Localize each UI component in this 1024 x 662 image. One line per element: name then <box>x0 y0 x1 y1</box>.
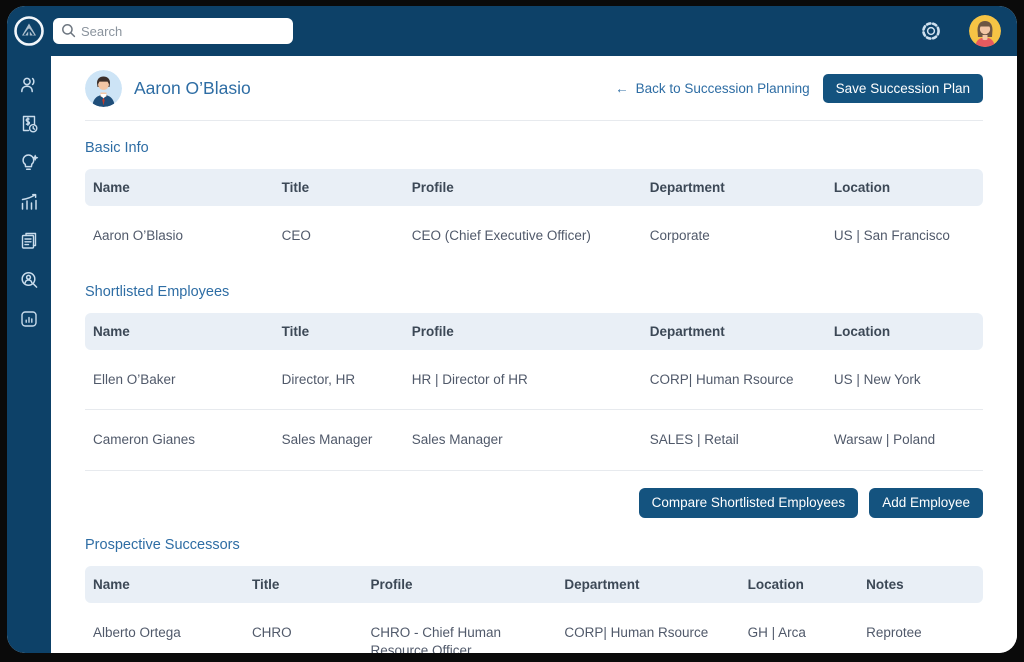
cell-title: CEO <box>281 228 311 243</box>
column-header: Notes <box>866 576 904 592</box>
search-input[interactable] <box>53 18 293 44</box>
cell-location: US | New York <box>833 372 921 388</box>
user-avatar[interactable] <box>969 15 1001 47</box>
shortlisted-actions: Compare Shortlisted Employees Add Employ… <box>85 487 983 518</box>
basic-info-table: Name Title Profile Department Location A… <box>85 169 983 265</box>
sidebar <box>7 56 51 653</box>
cell-profile: CEO (Chief Executive Officer) <box>411 228 591 243</box>
page-header: Aaron O’Blasio ← Back to Succession Plan… <box>85 70 983 121</box>
gear-icon <box>922 22 940 40</box>
add-employee-button[interactable]: Add Employee <box>869 487 983 518</box>
compare-shortlisted-button[interactable]: Compare Shortlisted Employees <box>638 487 859 518</box>
topbar <box>7 6 1017 56</box>
cell-title: CHRO <box>251 624 292 640</box>
app-logo[interactable] <box>7 16 51 46</box>
cell-name: Aaron O’Blasio <box>93 228 184 243</box>
page-title: Aaron O’Blasio <box>134 78 251 98</box>
column-header: Profile <box>370 576 413 592</box>
table-header-row: Name Title Profile Department Location <box>85 313 983 351</box>
app-window: Aaron O’Blasio ← Back to Succession Plan… <box>7 6 1017 653</box>
table-header-row: Name Title Profile Department Location <box>85 169 983 206</box>
cell-name: Alberto Ortega <box>93 624 181 640</box>
prospective-table: Name Title Profile Department Location N… <box>85 565 983 653</box>
table-row: Alberto Ortega CHRO CHRO - Chief Human R… <box>85 603 983 653</box>
section-title-basic-info: Basic Info <box>85 140 149 156</box>
column-header: Profile <box>411 324 454 340</box>
section-title-shortlisted: Shortlisted Employees <box>85 284 230 301</box>
cell-title: Sales Manager <box>281 432 373 448</box>
cell-title: Director, HR <box>281 372 356 388</box>
shortlisted-table: Name Title Profile Department Location E… <box>85 313 983 471</box>
column-header: Location <box>747 576 804 592</box>
app-logo-icon <box>14 16 44 46</box>
cell-profile: HR | Director of HR <box>411 372 528 388</box>
save-succession-plan-button[interactable]: Save Succession Plan <box>822 74 983 103</box>
body-row: Aaron O’Blasio ← Back to Succession Plan… <box>7 56 1017 653</box>
cell-notes: Reprotee <box>866 624 922 640</box>
column-header: Department <box>649 180 725 195</box>
back-arrow-icon: ← <box>615 81 629 96</box>
reports-icon[interactable] <box>17 307 41 331</box>
table-row: Ellen O’Baker Director, HR HR | Director… <box>85 350 983 409</box>
cell-department: SALES | Retail <box>649 432 739 448</box>
ideas-icon[interactable] <box>17 151 41 175</box>
user-avatar-image <box>969 15 1001 47</box>
cell-profile: Sales Manager <box>411 432 503 448</box>
talent-search-icon[interactable] <box>17 268 41 292</box>
cell-location: US | San Francisco <box>833 228 950 243</box>
cell-department: CORP| Human Rsource <box>564 624 709 640</box>
main-content: Aaron O’Blasio ← Back to Succession Plan… <box>51 56 1017 653</box>
column-header: Department <box>564 576 640 592</box>
cell-name: Cameron Gianes <box>93 432 196 448</box>
cell-location: GH | Arca <box>747 624 806 640</box>
settings-button[interactable] <box>919 19 943 43</box>
column-header: Title <box>281 180 310 195</box>
cell-name: Ellen O’Baker <box>93 372 176 388</box>
search-icon <box>61 23 76 43</box>
column-header: Location <box>833 180 891 195</box>
cell-location: Warsaw | Poland <box>833 432 936 448</box>
table-row: Aaron O’Blasio CEO CEO (Chief Executive … <box>85 206 983 265</box>
search-box <box>53 18 293 44</box>
column-header: Name <box>93 576 130 592</box>
table-row: Cameron Gianes Sales Manager Sales Manag… <box>85 409 983 471</box>
column-header: Department <box>649 324 725 340</box>
column-header: Profile <box>411 180 454 195</box>
employees-icon[interactable] <box>17 73 41 97</box>
documents-icon[interactable] <box>17 229 41 253</box>
column-header: Location <box>833 324 891 340</box>
cell-profile: CHRO - Chief Human Resource Officer <box>370 624 501 653</box>
employee-avatar <box>85 70 122 107</box>
back-link-label: Back to Succession Planning <box>635 81 810 96</box>
back-link[interactable]: ← Back to Succession Planning <box>615 81 810 96</box>
table-header-row: Name Title Profile Department Location N… <box>85 565 983 603</box>
cell-department: Corporate <box>649 228 710 243</box>
column-header: Title <box>251 576 280 592</box>
section-title-prospective: Prospective Successors <box>85 536 240 553</box>
column-header: Title <box>281 324 310 340</box>
column-header: Name <box>93 180 130 195</box>
column-header: Name <box>93 324 130 340</box>
performance-icon[interactable] <box>17 190 41 214</box>
payroll-icon[interactable] <box>17 112 41 136</box>
cell-department: CORP| Human Rsource <box>649 372 794 388</box>
